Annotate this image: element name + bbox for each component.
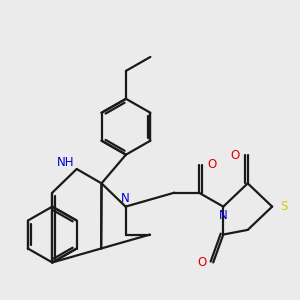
Text: N: N xyxy=(121,192,130,205)
Text: O: O xyxy=(207,158,217,171)
Text: S: S xyxy=(281,200,288,213)
Text: O: O xyxy=(197,256,206,269)
Text: N: N xyxy=(219,209,228,222)
Text: O: O xyxy=(230,149,239,162)
Text: NH: NH xyxy=(57,155,75,169)
